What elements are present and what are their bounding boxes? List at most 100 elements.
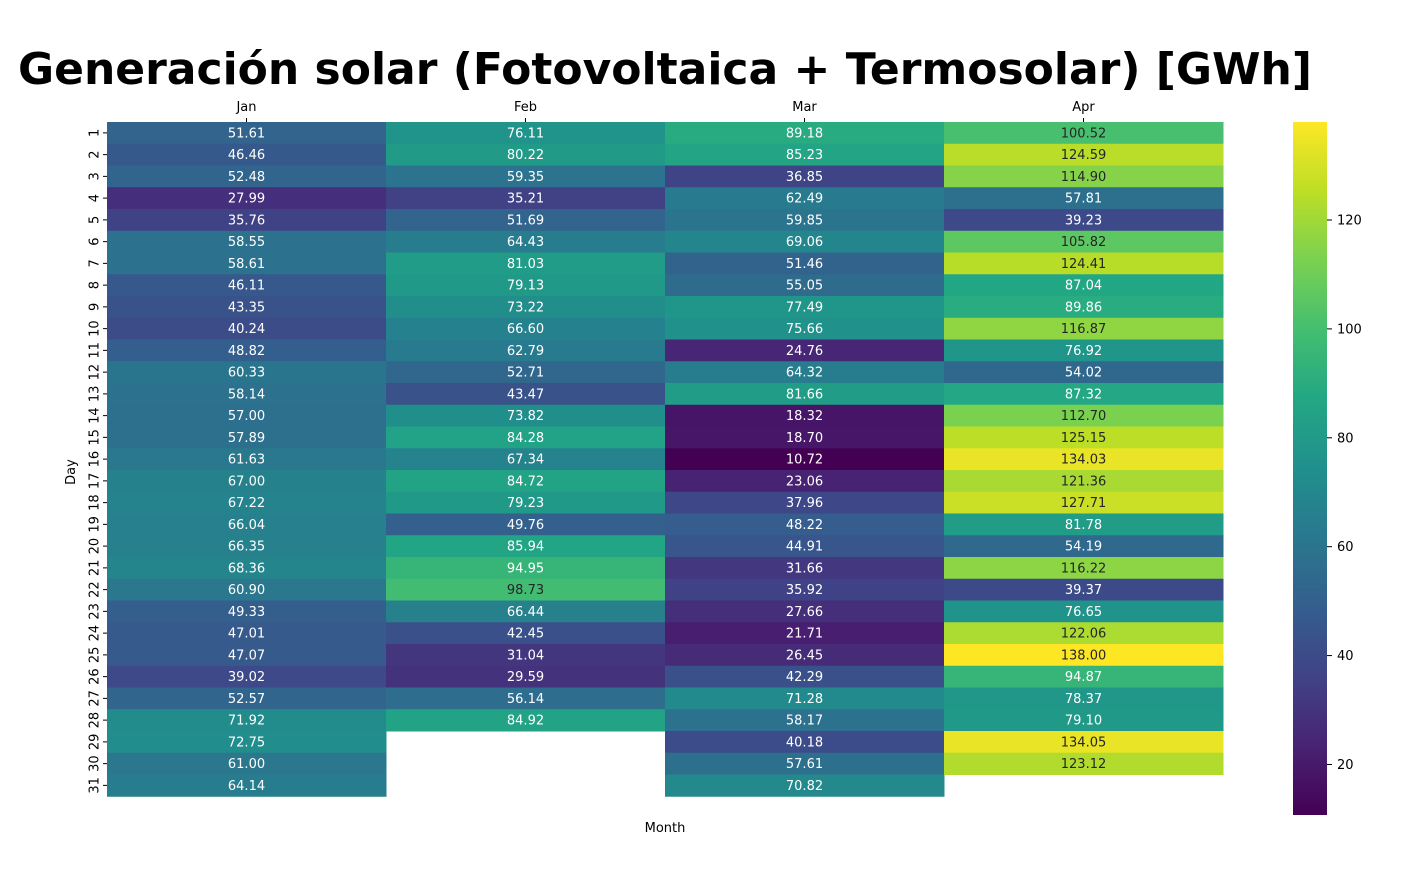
heatmap-cell	[386, 187, 666, 210]
heatmap-cell	[665, 165, 945, 188]
cell-value-label: 57.89	[228, 431, 265, 446]
cell-value-label: 40.24	[228, 322, 265, 337]
heatmap-cell	[107, 143, 387, 166]
colorbar-tick-label: 20	[1337, 758, 1354, 773]
cell-value-label: 77.49	[786, 300, 823, 315]
cell-value-label: 36.85	[786, 170, 823, 185]
heatmap-cell	[386, 165, 666, 188]
heatmap-cell	[107, 513, 387, 536]
heatmap-cell	[107, 557, 387, 580]
heatmap-cell	[107, 709, 387, 732]
cell-value-label: 42.29	[786, 670, 823, 685]
heatmap-cell	[944, 535, 1224, 558]
heatmap-cell	[665, 687, 945, 710]
cell-value-label: 46.11	[228, 279, 265, 294]
heatmap-cell	[107, 644, 387, 667]
cell-value-label: 39.23	[1065, 213, 1102, 228]
heatmap-cell	[386, 600, 666, 623]
cell-value-label: 67.34	[507, 453, 544, 468]
heatmap-cell	[665, 513, 945, 536]
heatmap-cell	[665, 187, 945, 210]
heatmap-cell	[944, 165, 1224, 188]
heatmap-cell	[665, 731, 945, 754]
cell-value-label: 18.70	[786, 431, 823, 446]
y-tick-label: 15	[88, 429, 103, 446]
heatmap-cell	[386, 317, 666, 340]
heatmap-cell	[944, 122, 1224, 145]
cell-value-label: 43.47	[507, 387, 544, 402]
heatmap-cell	[944, 665, 1224, 688]
heatmap-cell	[665, 361, 945, 384]
heatmap-cell	[665, 752, 945, 775]
cell-value-label: 81.66	[786, 387, 823, 402]
heatmap-cell	[386, 252, 666, 275]
heatmap-cell	[665, 557, 945, 580]
cell-value-label: 61.00	[228, 757, 265, 772]
cell-value-label: 35.21	[507, 192, 544, 207]
heatmap-cell	[665, 252, 945, 275]
y-tick-label: 22	[88, 581, 103, 598]
cell-value-label: 39.02	[228, 670, 265, 685]
cell-value-label: 138.00	[1061, 648, 1107, 663]
heatmap-cell	[386, 209, 666, 232]
cell-value-label: 80.22	[507, 148, 544, 163]
heatmap-cell	[944, 143, 1224, 166]
cell-value-label: 47.07	[228, 648, 265, 663]
heatmap-cell	[665, 709, 945, 732]
heatmap-cell	[944, 209, 1224, 232]
y-tick-label: 16	[88, 451, 103, 468]
colorbar-tick-label: 80	[1337, 431, 1354, 446]
heatmap-cell	[386, 535, 666, 558]
heatmap-cell	[386, 709, 666, 732]
heatmap-cell	[107, 600, 387, 623]
cell-value-label: 67.00	[228, 474, 265, 489]
colorbar-tick-label: 40	[1337, 649, 1354, 664]
y-tick-label: 18	[88, 494, 103, 511]
cell-value-label: 58.17	[786, 714, 823, 729]
heatmap-cell	[665, 600, 945, 623]
heatmap-cell	[665, 774, 945, 797]
heatmap-cell	[107, 470, 387, 493]
heatmap-cell	[386, 644, 666, 667]
y-tick-label: 9	[88, 303, 103, 311]
heatmap-cell	[107, 165, 387, 188]
heatmap-cell	[107, 339, 387, 362]
cell-value-label: 54.19	[1065, 540, 1102, 555]
heatmap-cell	[944, 361, 1224, 384]
cell-value-label: 73.82	[507, 409, 544, 424]
cell-value-label: 114.90	[1061, 170, 1107, 185]
y-tick-label: 24	[88, 625, 103, 642]
heatmap-cell	[665, 404, 945, 427]
cell-value-label: 105.82	[1061, 235, 1107, 250]
cell-value-label: 116.22	[1061, 561, 1107, 576]
cell-value-label: 27.99	[228, 192, 265, 207]
cell-value-label: 134.03	[1061, 453, 1107, 468]
heatmap-cell	[107, 491, 387, 514]
x-tick-label: Feb	[514, 100, 537, 115]
heatmap-cell	[944, 644, 1224, 667]
cell-value-label: 49.33	[228, 605, 265, 620]
y-tick-label: 11	[88, 342, 103, 359]
x-axis-label: Month	[645, 821, 686, 836]
heatmap-cell	[386, 404, 666, 427]
y-tick-label: 17	[88, 473, 103, 490]
colorbar-tick-label: 120	[1337, 214, 1362, 229]
cell-value-label: 122.06	[1061, 627, 1107, 642]
cell-value-label: 55.05	[786, 279, 823, 294]
cell-value-label: 42.45	[507, 627, 544, 642]
cell-value-label: 87.32	[1065, 387, 1102, 402]
heatmap-cell	[665, 209, 945, 232]
heatmap-cell	[107, 578, 387, 601]
y-tick-label: 23	[88, 603, 103, 620]
cell-value-label: 10.72	[786, 453, 823, 468]
cell-value-label: 58.14	[228, 387, 265, 402]
y-tick-label: 31	[88, 777, 103, 794]
y-tick-label: 28	[88, 712, 103, 729]
cell-value-label: 21.71	[786, 627, 823, 642]
cell-value-label: 57.61	[786, 757, 823, 772]
heatmap-cell	[944, 687, 1224, 710]
heatmap-cell	[944, 578, 1224, 601]
cell-value-label: 68.36	[228, 561, 265, 576]
x-axis-ticks: Jan Feb Mar Apr	[235, 100, 1095, 122]
heatmap-cell	[107, 404, 387, 427]
